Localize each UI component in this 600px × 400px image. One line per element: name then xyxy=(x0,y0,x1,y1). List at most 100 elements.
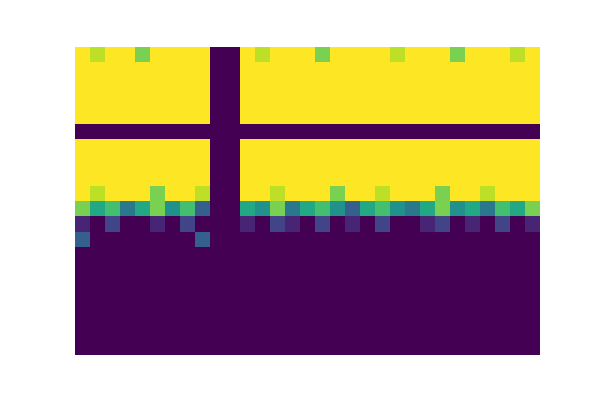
heatmap-cell xyxy=(90,232,106,248)
heatmap-cell xyxy=(510,232,526,248)
heatmap-cell xyxy=(225,324,241,340)
heatmap-cell xyxy=(360,155,376,171)
heatmap-cell xyxy=(225,155,241,171)
heatmap-cell xyxy=(255,78,271,94)
heatmap-cell xyxy=(150,324,166,340)
heatmap-cell xyxy=(525,247,540,263)
heatmap-cell xyxy=(165,47,181,63)
heatmap-cell xyxy=(165,324,181,340)
heatmap-cell xyxy=(435,293,451,309)
heatmap-cell xyxy=(420,293,436,309)
heatmap-cell xyxy=(360,62,376,78)
heatmap-cell xyxy=(315,186,331,202)
heatmap-cell xyxy=(495,155,511,171)
heatmap-cell xyxy=(450,93,466,109)
heatmap-cell xyxy=(255,124,271,140)
heatmap-cell xyxy=(405,278,421,294)
heatmap-cell xyxy=(300,201,316,217)
heatmap-cell xyxy=(165,139,181,155)
heatmap-cell xyxy=(255,340,271,355)
heatmap-cell xyxy=(240,340,256,355)
heatmap-cell xyxy=(345,109,361,125)
heatmap-cell xyxy=(525,186,540,202)
heatmap-cell xyxy=(75,232,91,248)
heatmap-cell xyxy=(255,324,271,340)
heatmap-cell xyxy=(360,78,376,94)
heatmap-cell xyxy=(480,78,496,94)
heatmap-cell xyxy=(480,47,496,63)
heatmap-cell xyxy=(150,124,166,140)
heatmap-cell xyxy=(195,155,211,171)
heatmap-cell xyxy=(105,124,121,140)
heatmap-cell xyxy=(75,93,91,109)
heatmap-cell xyxy=(390,170,406,186)
heatmap-cell xyxy=(330,232,346,248)
heatmap-cell xyxy=(210,124,226,140)
heatmap-cell xyxy=(240,62,256,78)
heatmap-cell xyxy=(165,232,181,248)
heatmap-cell xyxy=(465,62,481,78)
heatmap-cell xyxy=(150,93,166,109)
heatmap-cell xyxy=(405,78,421,94)
heatmap-cell xyxy=(75,155,91,171)
heatmap-cell xyxy=(165,109,181,125)
heatmap-cell xyxy=(255,155,271,171)
heatmap-cell xyxy=(465,232,481,248)
heatmap-cell xyxy=(495,263,511,279)
heatmap-cell xyxy=(255,109,271,125)
heatmap-cell xyxy=(240,155,256,171)
heatmap-cell xyxy=(195,93,211,109)
heatmap-cell xyxy=(330,263,346,279)
heatmap-cell xyxy=(225,109,241,125)
heatmap-cell xyxy=(180,78,196,94)
heatmap-cell xyxy=(420,340,436,355)
heatmap-cell xyxy=(315,47,331,63)
heatmap-cell xyxy=(240,201,256,217)
heatmap-cell xyxy=(285,232,301,248)
heatmap-cell xyxy=(165,201,181,217)
heatmap-cell xyxy=(285,186,301,202)
heatmap-cell xyxy=(315,170,331,186)
heatmap-cell xyxy=(375,93,391,109)
heatmap-cell xyxy=(150,340,166,355)
heatmap-cell xyxy=(90,247,106,263)
heatmap-cell xyxy=(465,324,481,340)
heatmap-cell xyxy=(270,155,286,171)
heatmap-cell xyxy=(420,216,436,232)
heatmap-cell xyxy=(330,93,346,109)
heatmap-cell xyxy=(435,263,451,279)
heatmap-cell xyxy=(285,324,301,340)
heatmap-cell xyxy=(225,340,241,355)
heatmap-cell xyxy=(225,309,241,325)
heatmap-cell xyxy=(450,324,466,340)
heatmap-cell xyxy=(150,293,166,309)
heatmap-cell xyxy=(315,216,331,232)
heatmap-cell xyxy=(210,263,226,279)
heatmap-cell xyxy=(525,340,540,355)
heatmap-cell xyxy=(285,47,301,63)
heatmap-cell xyxy=(345,216,361,232)
heatmap-cell xyxy=(480,93,496,109)
heatmap-cell xyxy=(180,186,196,202)
heatmap-cell xyxy=(495,93,511,109)
heatmap-cell xyxy=(195,62,211,78)
heatmap-cell xyxy=(510,170,526,186)
heatmap-cell xyxy=(240,186,256,202)
heatmap-cell xyxy=(255,186,271,202)
heatmap-cell xyxy=(390,201,406,217)
heatmap-cell xyxy=(390,324,406,340)
heatmap-cell xyxy=(270,170,286,186)
heatmap-cell xyxy=(480,324,496,340)
heatmap-cell xyxy=(345,170,361,186)
heatmap-cell xyxy=(375,47,391,63)
heatmap-cell xyxy=(195,78,211,94)
heatmap-cell xyxy=(510,324,526,340)
heatmap-cell xyxy=(120,232,136,248)
heatmap-cell xyxy=(135,47,151,63)
heatmap-cell xyxy=(510,124,526,140)
heatmap-cell xyxy=(225,216,241,232)
heatmap-cell xyxy=(270,278,286,294)
heatmap-cell xyxy=(90,62,106,78)
heatmap-cell xyxy=(480,340,496,355)
heatmap-cell xyxy=(525,62,540,78)
